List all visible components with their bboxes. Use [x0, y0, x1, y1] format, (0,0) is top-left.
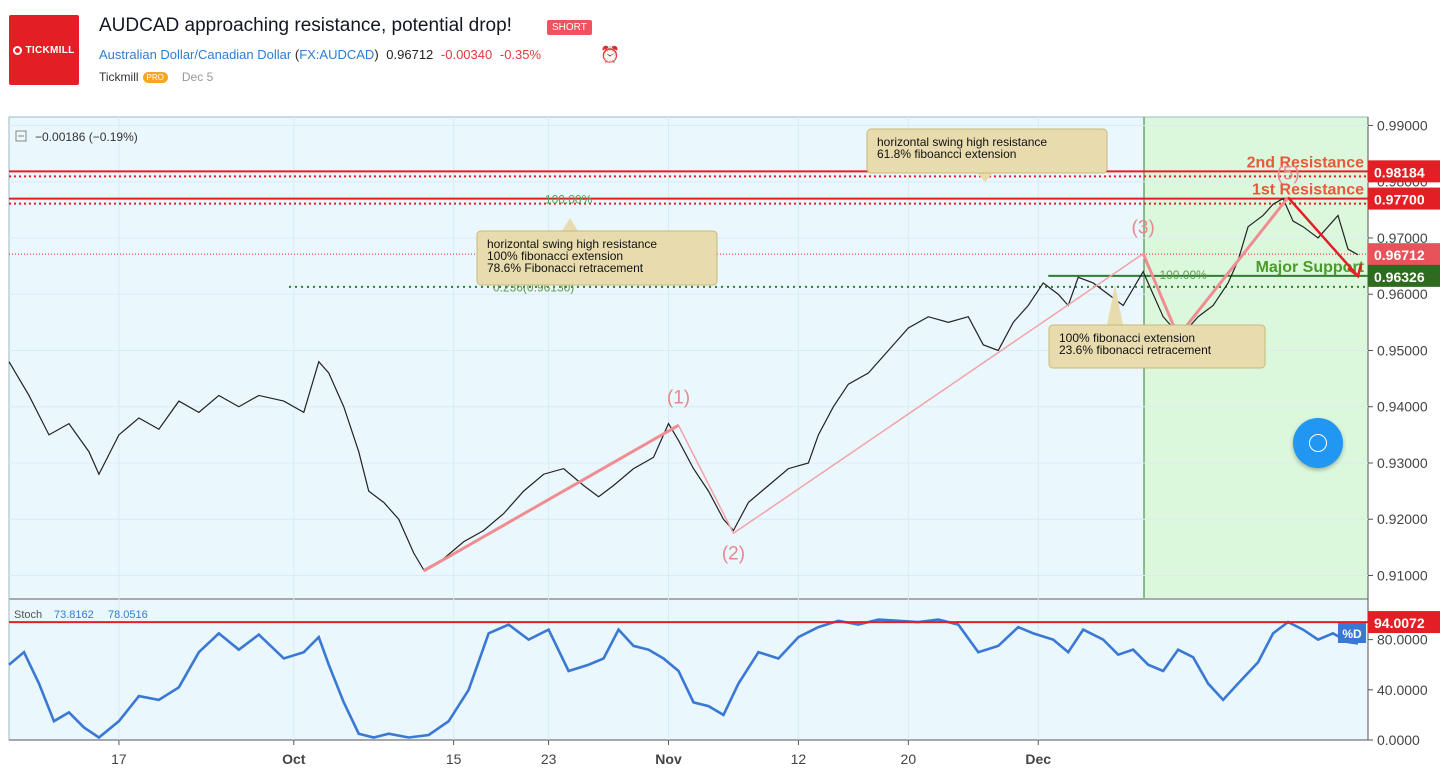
current-price-tag: [1368, 243, 1440, 266]
major-support-label: Major Support: [1256, 259, 1365, 276]
logo-text: TICKMILL: [25, 44, 75, 56]
symbol-price: 0.96712: [386, 47, 434, 62]
stoch-level-tag: [1368, 611, 1440, 634]
price-tick-label: 0.96000: [1377, 286, 1428, 302]
annotation-text: 100% fibonacci extension: [487, 249, 623, 263]
annotation-text: 100% fibonacci extension: [1059, 331, 1195, 345]
annotation-box: [476, 230, 718, 286]
price-tick-label: 0.97000: [1377, 230, 1428, 246]
fib-label: 100.00%: [1159, 268, 1207, 282]
resistance-price-tag: [1368, 187, 1440, 210]
stoch-d-value: 78.0516: [108, 609, 148, 621]
annotation-pointer: [1107, 285, 1123, 325]
current-price-tag-label: 0.96712: [1374, 247, 1425, 263]
price-tick-label: 0.94000: [1377, 399, 1428, 415]
time-tick-label: Oct: [282, 751, 306, 767]
wave-impulse-arrow: [1176, 196, 1290, 338]
support-price-tag-label: 0.96326: [1374, 269, 1425, 285]
target-icon: [1309, 434, 1327, 452]
alarm-clock-icon[interactable]: ⏰: [600, 47, 620, 64]
price-tick-label: 0.92000: [1377, 511, 1428, 527]
price-tick-label: 0.91000: [1377, 567, 1428, 583]
time-tick-label: 15: [446, 751, 462, 767]
stoch-d-tag-label: %D: [1342, 627, 1362, 641]
logo-mark-icon: [13, 45, 23, 55]
symbol-code-link[interactable]: FX:AUDCAD: [299, 47, 375, 62]
symbol-change: -0.00340: [440, 47, 493, 62]
symbol-paren: ): [374, 47, 379, 62]
time-tick-label: 20: [901, 751, 917, 767]
price-tick-label: 0.95000: [1377, 342, 1428, 358]
wave-label: (5): [1276, 163, 1299, 184]
stoch-tick-label: 40.0000: [1377, 682, 1428, 698]
time-tick-label: Nov: [655, 751, 682, 767]
stoch-tick-label: 0.0000: [1377, 732, 1420, 748]
floating-action-button[interactable]: [1293, 418, 1343, 468]
idea-header: TICKMILL AUDCAD approaching resistance, …: [0, 0, 1450, 110]
annotation-pointer: [562, 218, 578, 231]
symbol-line: Australian Dollar/Canadian Dollar (FX:AU…: [99, 47, 541, 62]
time-tick-label: 12: [791, 751, 807, 767]
symbol-paren: (: [294, 47, 300, 62]
annotation-box: [866, 128, 1108, 174]
author-name[interactable]: Tickmill: [99, 70, 139, 84]
time-tick-label: 23: [541, 751, 557, 767]
resistance-label: 1st Resistance: [1252, 182, 1364, 199]
stoch-tick-label: 80.0000: [1377, 632, 1428, 648]
stoch-label[interactable]: Stoch: [14, 609, 42, 621]
stoch-level-tag-label: 94.0072: [1374, 615, 1425, 631]
stoch-k-value: 73.8162: [54, 609, 94, 621]
annotation-text: 23.6% fibonacci retracement: [1059, 343, 1212, 357]
pro-badge: PRO: [142, 72, 168, 83]
short-badge: SHORT: [547, 20, 592, 35]
forecast-arrow: [1287, 196, 1359, 278]
annotation-pointer: [977, 173, 993, 182]
fib-label: 100.00%: [545, 193, 593, 207]
time-tick-label: 17: [111, 751, 127, 767]
wave-label: (2): [722, 543, 745, 564]
wave-label: (3): [1132, 218, 1155, 239]
annotation-text: horizontal swing high resistance: [487, 237, 657, 251]
wave-label: (1): [667, 387, 690, 408]
legend-change: −0.00186 (−0.19%): [35, 130, 138, 144]
resistance-price-tag: [1368, 160, 1440, 183]
legend-toggle[interactable]: [15, 130, 27, 142]
price-tick-label: 0.93000: [1377, 455, 1428, 471]
annotation-box: [1048, 324, 1266, 369]
resistance-price-tag-label: 0.98184: [1374, 164, 1425, 180]
price-tick-label: 0.99000: [1377, 117, 1428, 133]
stoch-d-series: [8, 618, 1359, 740]
idea-title: AUDCAD approaching resistance, potential…: [99, 15, 512, 36]
stoch-d-tag: [1338, 623, 1366, 643]
symbol-name-link[interactable]: Australian Dollar/Canadian Dollar: [99, 47, 292, 62]
wave-impulse-arrow: [1141, 253, 1180, 337]
resistance-label: 2nd Resistance: [1247, 154, 1364, 171]
resistance-price-tag-label: 0.97700: [1374, 192, 1425, 208]
annotation-text: 61.8% fiboancci extension: [877, 147, 1016, 161]
annotation-text: horizontal swing high resistance: [877, 135, 1047, 149]
author-line: Tickmill PRO Dec 5: [99, 70, 213, 84]
stoch-pane-bg: [9, 600, 1368, 740]
annotation-text: 78.6% Fibonacci retracement: [487, 261, 644, 275]
support-price-tag: [1368, 264, 1440, 287]
tickmill-logo[interactable]: TICKMILL: [9, 15, 79, 85]
forecast-arrow-head: [1347, 263, 1363, 279]
wave-impulse-arrow: [422, 423, 680, 573]
publish-date: Dec 5: [181, 70, 214, 84]
symbol-change-pct: -0.35%: [499, 47, 542, 62]
time-tick-label: Dec: [1025, 751, 1051, 767]
